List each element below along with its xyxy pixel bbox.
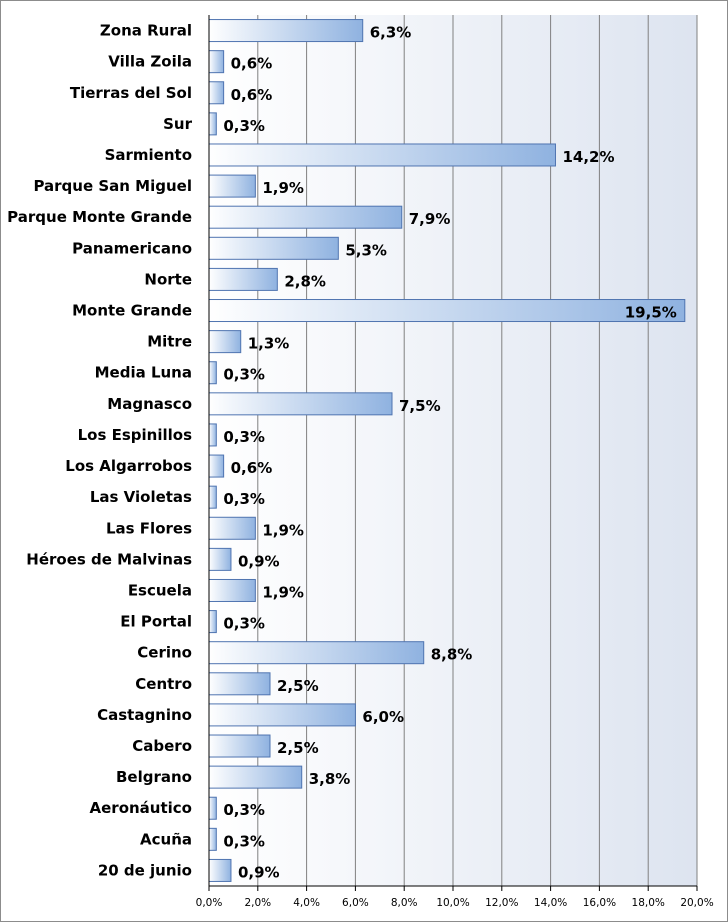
category-label: Las Flores bbox=[106, 519, 192, 537]
x-tick-label: 4,0% bbox=[293, 897, 320, 909]
bar bbox=[208, 578, 256, 602]
category-label: Héroes de Malvinas bbox=[26, 550, 192, 568]
x-tick-label: 16,0% bbox=[583, 897, 616, 909]
bar bbox=[208, 267, 278, 291]
category-label: 20 de junio bbox=[98, 861, 192, 879]
bar bbox=[208, 610, 217, 634]
bar bbox=[208, 205, 403, 229]
x-tick-label: 20,0% bbox=[680, 897, 713, 909]
category-label: Parque Monte Grande bbox=[7, 208, 192, 226]
data-label: 14,2% bbox=[562, 148, 614, 166]
bar bbox=[208, 81, 225, 105]
data-label: 0,6% bbox=[231, 55, 273, 73]
data-label: 7,9% bbox=[409, 210, 451, 228]
bar bbox=[208, 796, 217, 820]
data-label: 0,3% bbox=[223, 117, 265, 135]
data-label: 0,9% bbox=[238, 863, 280, 881]
category-label: Panamericano bbox=[72, 239, 192, 257]
x-tick-label: 12,0% bbox=[485, 897, 518, 909]
bar bbox=[208, 765, 303, 789]
data-label: 2,5% bbox=[277, 739, 319, 757]
data-label: 8,8% bbox=[431, 646, 473, 664]
bar bbox=[208, 236, 339, 260]
bar bbox=[208, 734, 271, 758]
category-label: Sarmiento bbox=[105, 146, 192, 164]
data-label: 2,8% bbox=[284, 272, 326, 290]
bar bbox=[208, 361, 217, 385]
bar bbox=[208, 485, 217, 509]
bar bbox=[208, 423, 217, 447]
data-label: 7,5% bbox=[399, 397, 441, 415]
data-label: 0,6% bbox=[231, 459, 273, 477]
data-label: 0,3% bbox=[223, 490, 265, 508]
category-label: Castagnino bbox=[97, 706, 192, 724]
category-label: Monte Grande bbox=[72, 302, 192, 320]
x-tick-label: 10,0% bbox=[436, 897, 469, 909]
bar bbox=[208, 19, 364, 43]
x-tick-label: 2,0% bbox=[244, 897, 271, 909]
category-label: Escuela bbox=[128, 581, 192, 599]
x-tick-label: 14,0% bbox=[534, 897, 567, 909]
data-label: 1,9% bbox=[262, 521, 304, 539]
category-label: Tierras del Sol bbox=[70, 84, 192, 102]
category-label: Zona Rural bbox=[100, 22, 192, 40]
bar bbox=[208, 827, 217, 851]
bar bbox=[208, 547, 232, 571]
category-label: Sur bbox=[163, 115, 192, 133]
bar bbox=[208, 454, 225, 478]
category-label: Norte bbox=[144, 270, 192, 288]
x-tick-label: 8,0% bbox=[391, 897, 418, 909]
category-label: Las Violetas bbox=[90, 488, 192, 506]
bar bbox=[208, 392, 393, 416]
data-label: 0,6% bbox=[231, 86, 273, 104]
category-label: Magnasco bbox=[107, 395, 192, 413]
data-label: 0,3% bbox=[223, 801, 265, 819]
category-label: Parque San Miguel bbox=[33, 177, 192, 195]
bar bbox=[208, 112, 217, 136]
category-label: Centro bbox=[135, 675, 192, 693]
category-label: Los Algarrobos bbox=[65, 457, 192, 475]
x-tick-label: 18,0% bbox=[632, 897, 665, 909]
data-label: 1,9% bbox=[262, 179, 304, 197]
category-label: Villa Zoila bbox=[108, 53, 192, 71]
bar bbox=[208, 858, 232, 882]
bar bbox=[208, 50, 225, 74]
category-label: Los Espinillos bbox=[78, 426, 192, 444]
data-label: 2,5% bbox=[277, 677, 319, 695]
category-label: Mitre bbox=[147, 333, 192, 351]
bar bbox=[208, 703, 356, 727]
data-label: 5,3% bbox=[345, 241, 387, 259]
category-label: Acuña bbox=[140, 830, 192, 848]
category-label: Cerino bbox=[137, 644, 192, 662]
category-label: El Portal bbox=[120, 613, 192, 631]
data-label: 6,3% bbox=[370, 24, 412, 42]
bar bbox=[208, 516, 256, 540]
data-label: 6,0% bbox=[362, 708, 404, 726]
data-label: 0,9% bbox=[238, 552, 280, 570]
bar bbox=[208, 299, 686, 323]
category-label: Cabero bbox=[132, 737, 192, 755]
data-label: 0,3% bbox=[223, 366, 265, 384]
data-label: 1,3% bbox=[248, 335, 290, 353]
bar bbox=[208, 641, 425, 665]
data-label: 0,3% bbox=[223, 832, 265, 850]
data-label: 0,3% bbox=[223, 615, 265, 633]
x-tick-label: 6,0% bbox=[342, 897, 369, 909]
data-label: 3,8% bbox=[309, 770, 351, 788]
category-label: Media Luna bbox=[95, 364, 192, 382]
data-label: 0,3% bbox=[223, 428, 265, 446]
data-label: 1,9% bbox=[262, 583, 304, 601]
data-label: 19,5% bbox=[625, 304, 677, 322]
bar bbox=[208, 174, 256, 198]
bar bbox=[208, 330, 242, 354]
bar bbox=[208, 143, 556, 167]
category-label: Aeronáutico bbox=[90, 799, 192, 817]
category-label: Belgrano bbox=[116, 768, 192, 786]
x-tick-label: 0,0% bbox=[196, 897, 223, 909]
bar bbox=[208, 672, 271, 696]
